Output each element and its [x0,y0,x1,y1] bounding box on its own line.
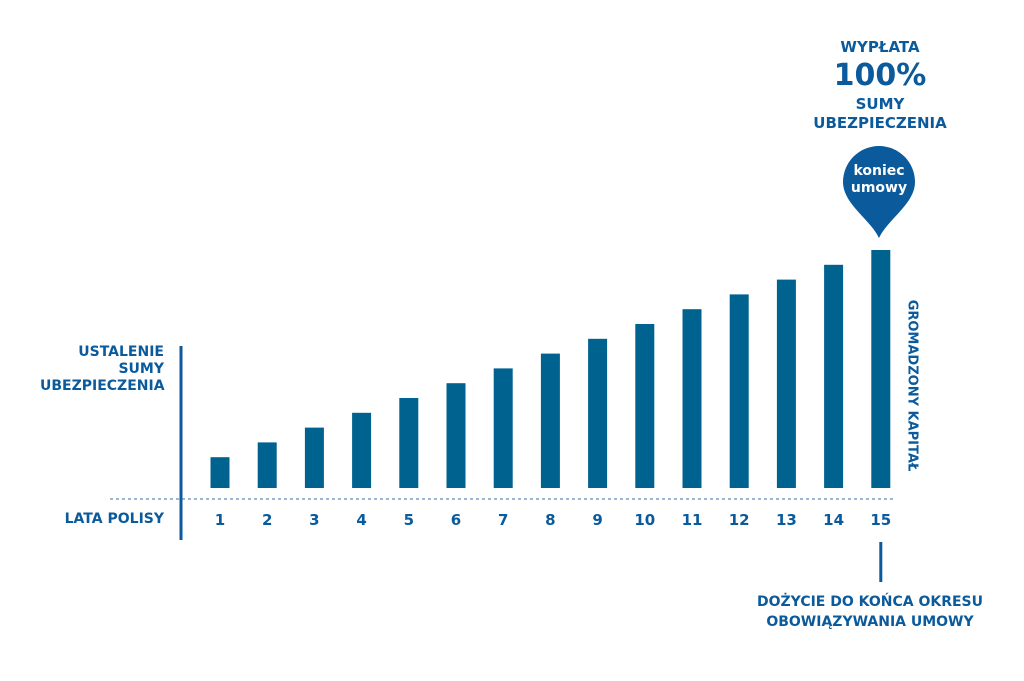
payout-title: WYPŁATA [840,38,920,56]
payout-subtitle: SUMY UBEZPIECZENIA [780,95,980,133]
x-tick-label: 1 [215,511,225,529]
bar [304,427,324,488]
x-tick-label: 6 [451,511,461,529]
sum-insured-label-line: SUMY [118,361,164,377]
bar [399,398,419,488]
bar [776,279,796,488]
sum-insured-label-line: UBEZPIECZENIA [40,378,165,394]
x-axis-label: LATA POLISY [64,511,164,527]
bar [682,309,702,488]
x-tick-label: 14 [823,511,844,529]
survival-label: DOŻYCIE DO KOŃCA OKRESU OBOWIĄZYWANIA UM… [720,592,1020,632]
x-tick-label: 2 [262,511,272,529]
sum-insured-label-line: USTALENIE [78,344,164,360]
survival-label-line: DOŻYCIE DO KOŃCA OKRESU [757,594,983,610]
bar [352,412,372,488]
payout-subtitle-line: UBEZPIECZENIA [813,114,947,132]
end-of-contract-pin-label: koniec umowy [843,163,915,197]
sum-insured-label: USTALENIE SUMY UBEZPIECZENIA [40,344,165,395]
x-tick-label: 15 [870,511,891,529]
bar [871,250,891,488]
bar [210,457,230,488]
pin-label-line: koniec [853,163,905,179]
bar [588,338,608,488]
x-tick-label: 12 [729,511,750,529]
bar [493,368,513,488]
bar [729,294,749,488]
y-axis-label: GROMADZONY KAPITAŁ [904,299,920,472]
bar [824,264,844,488]
location-pin-icon [843,146,915,238]
x-tick-label: 5 [404,511,414,529]
x-tick-label: 10 [634,511,655,529]
x-tick-label: 7 [498,511,508,529]
x-tick-label: 9 [592,511,602,529]
pin-label-line: umowy [850,180,908,196]
payout-percent: 100% [833,58,927,93]
survival-label-line: OBOWIĄZYWANIA UMOWY [766,614,974,630]
x-tick-label: 11 [682,511,703,529]
payout-subtitle-line: SUMY [855,95,905,113]
x-tick-label: 4 [356,511,366,529]
x-tick-label: 3 [309,511,319,529]
x-tick-label: 8 [545,511,555,529]
bar [540,353,560,488]
bar [257,442,277,488]
bar [446,383,466,488]
bar [635,324,655,488]
x-tick-label: 13 [776,511,797,529]
